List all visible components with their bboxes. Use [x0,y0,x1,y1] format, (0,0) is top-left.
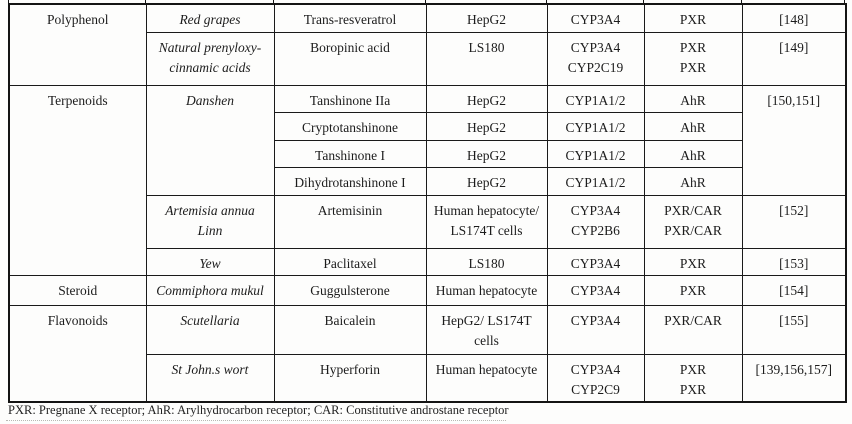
cell-compound: Hyperforin [273,353,427,403]
crop-tick [741,0,742,3]
table-row: St John.s wort Hyperforin Human hepatocy… [9,353,847,403]
cell-compound: Cryptotanshinone [273,111,427,141]
cell-source: Natural prenyloxy- cinnamic acids [145,31,275,86]
cell-cell-line: HepG2 [425,139,548,168]
cell-cyp: CYP3A4 [546,274,645,306]
crop-tick [273,0,274,3]
cell-category: Terpenoids [8,84,147,276]
table-row: Natural prenyloxy- cinnamic acids Boropi… [9,31,847,86]
table-row: Tanshinone I HepG2 CYP1A1/2 AhR [9,139,846,168]
cell-cyp: CYP3A4 [546,3,645,33]
cell-receptor: PXR/CAR [643,304,743,355]
cell-compound: Guggulsterone [273,274,427,306]
cell-reference: [154] [741,274,847,306]
cell-cyp: CYP3A4 [546,247,645,276]
cell-receptor: PXR [643,274,743,306]
cell-receptor: PXR/CAR PXR/CAR [643,194,743,249]
table-row: Yew Paclitaxel LS180 CYP3A4 PXR [153] [9,247,847,276]
cell-cell-line: HepG2 [425,111,548,141]
cell-cyp: CYP3A4 CYP2C9 [546,353,645,403]
crop-tick [844,0,845,3]
cell-reference: [152] [741,194,847,249]
crop-tick [643,0,644,3]
cell-cell-line: HepG2 [425,84,548,113]
table-row: Dihydrotanshinone I HepG2 CYP1A1/2 AhR [9,166,846,196]
cell-receptor: AhR [643,166,743,196]
crop-tick [425,0,426,3]
cell-reference: [150,151] [741,84,847,196]
cell-reference: [148] [741,3,847,33]
cell-reference: [153] [741,247,847,276]
table-row: Steroid Commiphora mukul Guggulsterone H… [8,274,847,306]
crop-tick [8,0,9,3]
cell-cyp: CYP3A4 CYP2C19 [546,31,645,86]
cell-cell-line: HepG2/ LS174T cells [425,304,548,355]
cell-reference: [149] [741,31,847,86]
table-row: Terpenoids Danshen Tanshinone IIa HepG2 … [8,84,847,276]
cell-receptor: PXR [643,247,743,276]
cell-cell-line: Human hepatocyte/ LS174T cells [425,194,548,249]
cell-cell-line: LS180 [425,31,548,86]
cell-source: Artemisia annua Linn [145,194,275,249]
cell-cyp: CYP1A1/2 [546,166,645,196]
cell-source: Yew [145,247,275,276]
table-row: Cryptotanshinone HepG2 CYP1A1/2 AhR [9,111,846,141]
cell-source: Scutellaria [145,304,275,355]
cell-compound: Tanshinone I [273,139,427,168]
cell-compound: Trans-resveratrol [273,3,427,33]
abbreviation-footnote: PXR: Pregnane X receptor; AhR: Arylhydro… [8,403,509,417]
cell-compound: Artemisinin [273,194,427,249]
crop-tick [546,0,547,3]
cell-cell-line: Human hepatocyte [425,274,548,306]
cell-receptor: PXR PXR [643,353,743,403]
cell-cyp: CYP1A1/2 [546,139,645,168]
crop-tick [145,0,146,3]
cell-receptor: PXR PXR [643,31,743,86]
cell-compound: Baicalein [273,304,427,355]
cell-receptor: AhR [643,139,743,168]
cell-cell-line: HepG2 [425,166,548,196]
cell-compound: Tanshinone IIa [273,84,427,113]
cell-compound: Dihydrotanshinone I [273,166,427,196]
table-row: Flavonoids Scutellaria Baicalein HepG2/ … [8,304,847,403]
cell-reference: [139,156,157] [741,353,847,403]
cell-cyp: CYP3A4 [546,304,645,355]
cell-cyp: CYP1A1/2 [546,84,645,113]
table-row: Polyphenol Red grapes Trans-resveratrol … [8,3,847,86]
cell-receptor: AhR [643,111,743,141]
scan-artifact-line [6,420,506,421]
cell-compound: Paclitaxel [273,247,427,276]
reference-table: Polyphenol Red grapes Trans-resveratrol … [8,3,847,404]
cell-source: Commiphora mukul [145,274,275,306]
cell-reference: [155] [741,304,847,355]
cell-compound: Boropinic acid [273,31,427,86]
cell-source: Red grapes [145,3,275,33]
cell-receptor: PXR [643,3,743,33]
cell-category: Polyphenol [8,3,147,86]
cell-source: Danshen [145,84,275,196]
cell-cell-line: LS180 [425,247,548,276]
cell-category: Flavonoids [8,304,147,403]
cell-cyp: CYP1A1/2 [546,111,645,141]
cell-category: Steroid [8,274,147,306]
cell-cyp: CYP3A4 CYP2B6 [546,194,645,249]
cell-cell-line: Human hepatocyte [425,353,548,403]
cell-receptor: AhR [643,84,743,113]
cell-source: St John.s wort [145,353,275,403]
cell-cell-line: HepG2 [425,3,548,33]
